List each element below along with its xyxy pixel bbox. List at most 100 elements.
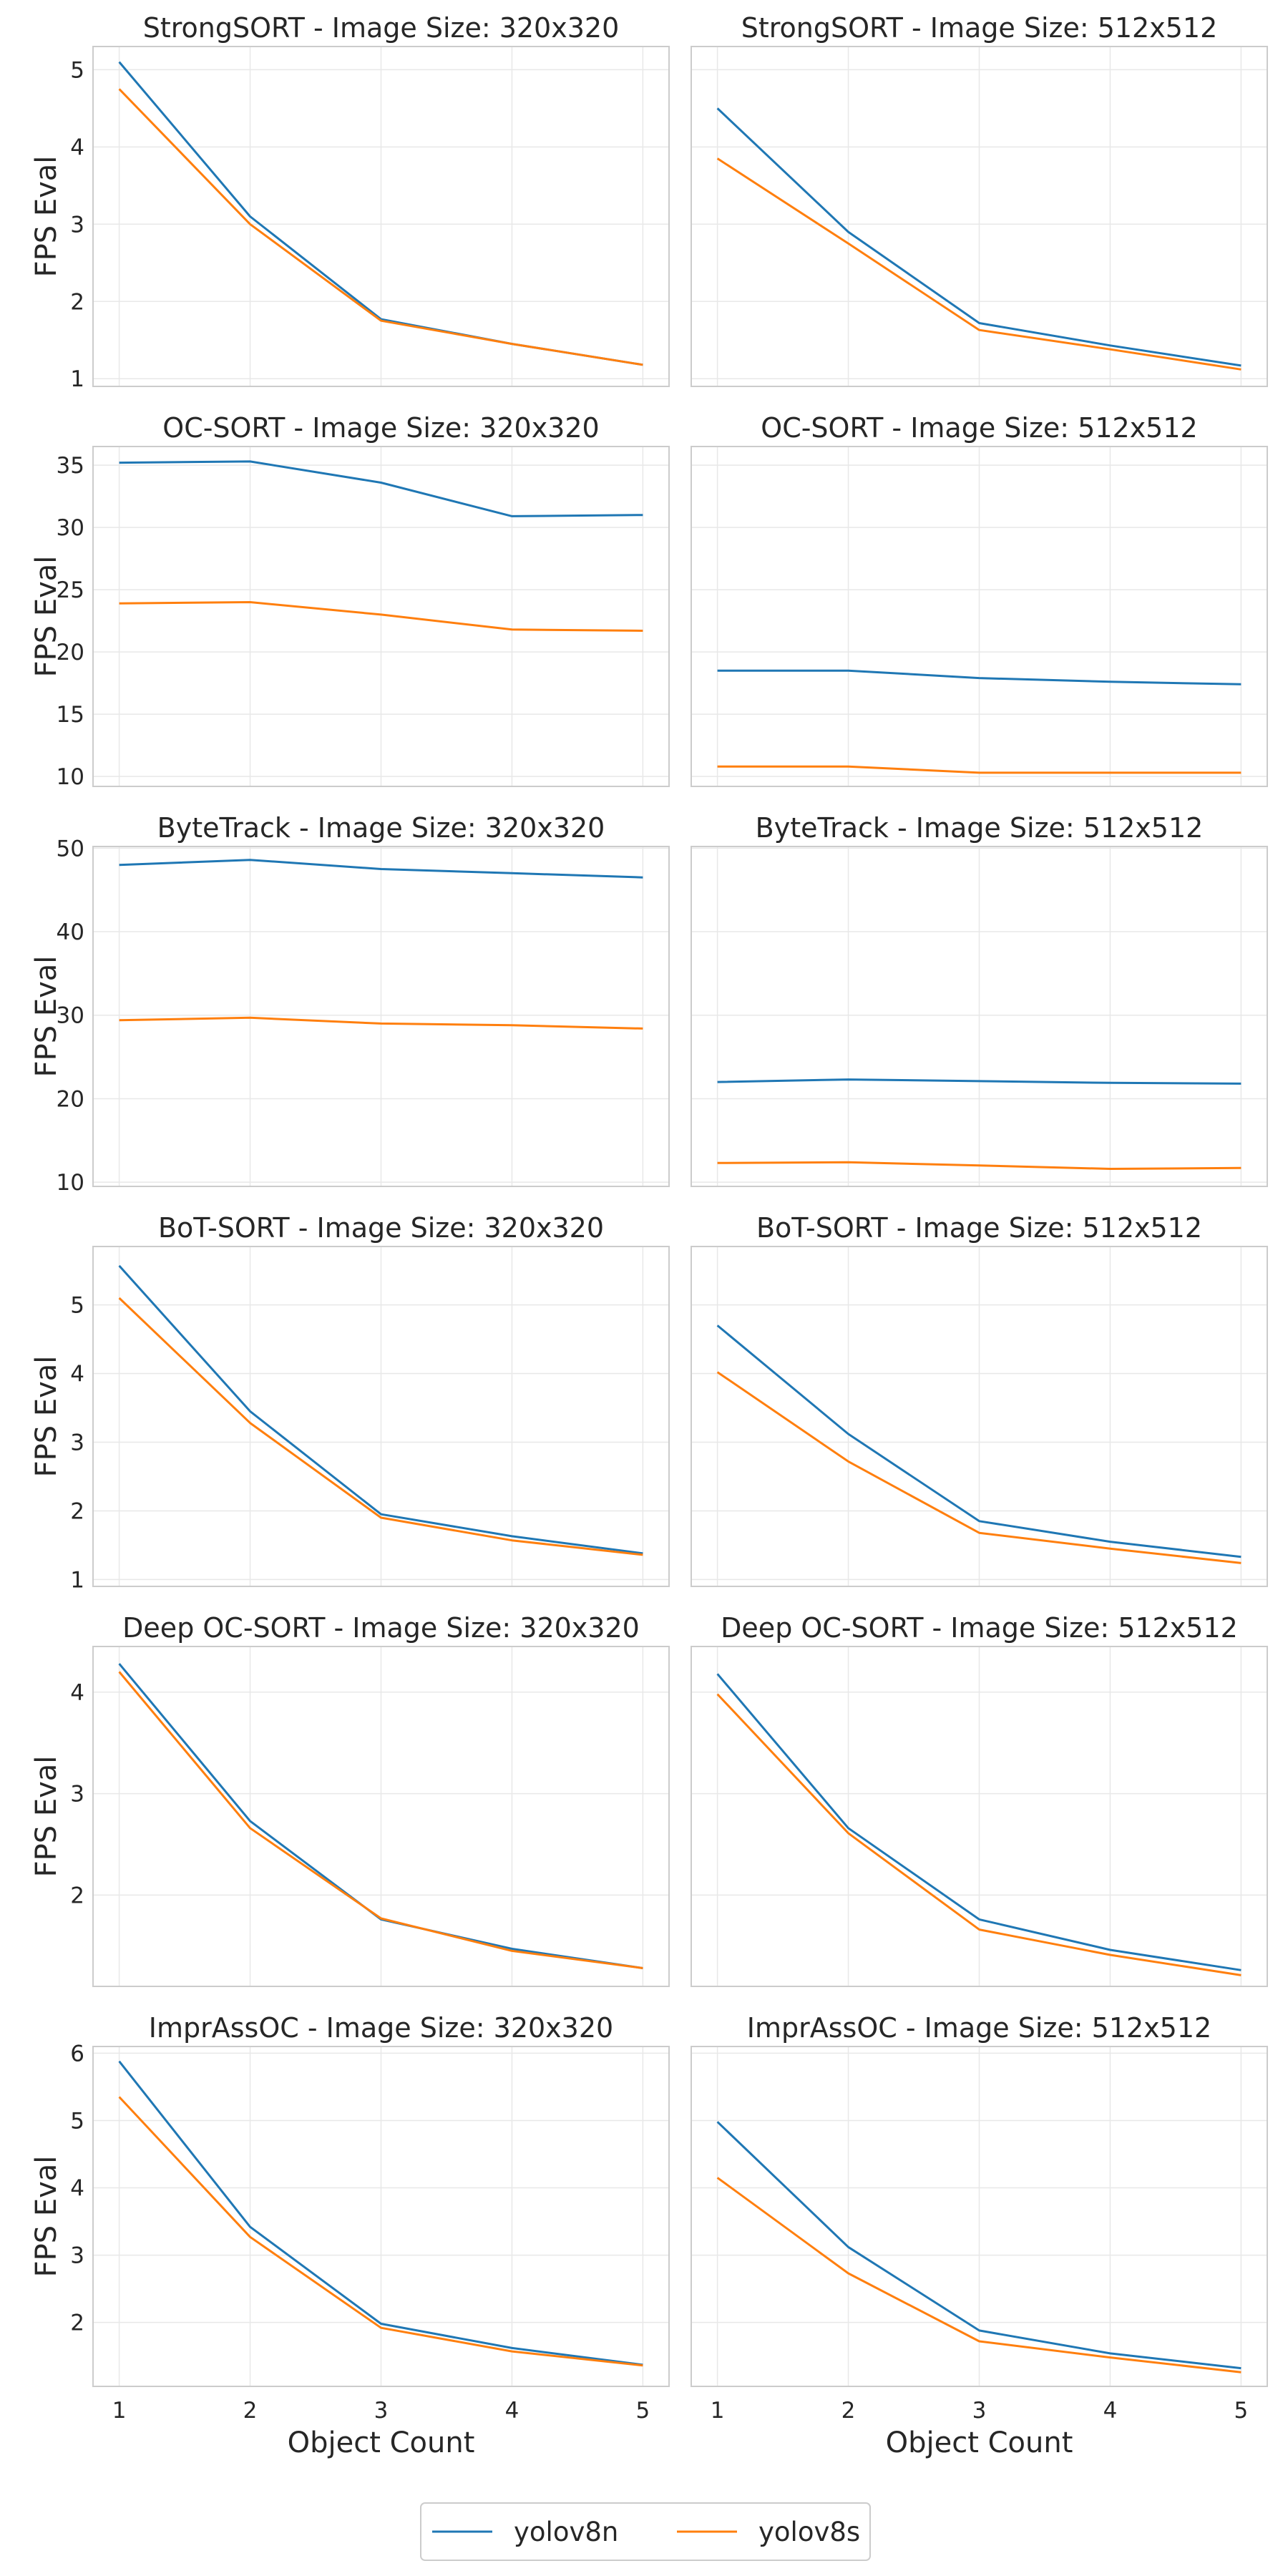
y-tick-label: 10	[57, 764, 84, 790]
plot-frame	[691, 1646, 1268, 1987]
chart-panel-imprassoc-image-size-320x320: ImprAssOC - Image Size: 320x320 2 3 4 5 6 FPS …	[30, 2012, 670, 2459]
plot-frame	[92, 1246, 670, 1587]
y-tick-label: 3	[70, 2243, 84, 2269]
series-line-yolov8s	[716, 2177, 1241, 2373]
series-line-yolov8n	[119, 859, 643, 879]
x-tick-label: 2	[243, 2398, 258, 2424]
y-axis-label: FPS Eval	[30, 2156, 63, 2278]
y-tick-label: 50	[57, 836, 84, 862]
y-tick-label: 2	[70, 1883, 84, 1908]
y-tick-label: 2	[70, 2311, 84, 2336]
series-line-yolov8n	[716, 1324, 1241, 1558]
x-tick-label: 5	[636, 2398, 650, 2424]
x-tick-label: 4	[1103, 2398, 1118, 2424]
plot-frame	[691, 1246, 1268, 1587]
series-line-yolov8s	[716, 1693, 1241, 1976]
plot-frame	[691, 846, 1268, 1187]
x-axis-label: Object Count	[288, 2426, 475, 2459]
x-tick-label: 1	[112, 2398, 127, 2424]
panel-title: ImprAssOC - Image Size: 320x320	[149, 2012, 613, 2044]
panels-grid: StrongSORT - Image Size: 320x320 1 2 3 4 5 FPS…	[30, 12, 1268, 2459]
series-line-yolov8s	[118, 1671, 643, 1969]
plot-frame	[691, 46, 1268, 387]
legend-label-yolov8n: yolov8n	[514, 2517, 618, 2547]
panel-title: OC-SORT - Image Size: 512x512	[761, 412, 1197, 444]
series-line-yolov8s	[717, 1161, 1241, 1170]
series-line-yolov8n	[717, 1078, 1241, 1085]
series-line-yolov8s	[118, 1297, 643, 1556]
legend-label-yolov8s: yolov8s	[758, 2517, 860, 2547]
chart-panel-oc-sort-image-size-512x512: OC-SORT - Image Size: 512x512	[691, 412, 1268, 787]
panel-title: ByteTrack - Image Size: 512x512	[756, 812, 1204, 844]
panel-title: OC-SORT - Image Size: 320x320	[162, 412, 599, 444]
chart-panel-oc-sort-image-size-320x320: OC-SORT - Image Size: 320x320 10 15 20 25 30 3…	[30, 412, 670, 790]
plot-frame	[92, 846, 670, 1187]
series-line-yolov8s	[716, 1371, 1241, 1564]
y-axis-label: FPS Eval	[30, 156, 63, 278]
plot-frame	[92, 46, 670, 387]
series-line-yolov8n	[119, 460, 643, 517]
series-line-yolov8n	[716, 1673, 1241, 1971]
y-tick-label: 20	[57, 640, 84, 665]
x-tick-label: 3	[972, 2398, 987, 2424]
y-tick-label: 5	[70, 57, 84, 83]
y-tick-label: 3	[70, 1430, 84, 1455]
x-tick-label: 5	[1234, 2398, 1249, 2424]
chart-panel-bot-sort-image-size-320x320: BoT-SORT - Image Size: 320x320 1 2 3 4 5 FPS E…	[30, 1212, 670, 1593]
y-tick-label: 1	[70, 366, 84, 392]
chart-panel-bot-sort-image-size-512x512: BoT-SORT - Image Size: 512x512	[691, 1212, 1268, 1587]
y-axis-label: FPS Eval	[30, 556, 63, 678]
plot-frame	[92, 446, 670, 787]
y-tick-label: 2	[70, 1498, 84, 1524]
y-axis-label: FPS Eval	[30, 1756, 63, 1878]
y-tick-label: 30	[57, 515, 84, 541]
series-line-yolov8n	[716, 2121, 1241, 2370]
x-tick-label: 3	[374, 2398, 389, 2424]
panel-title: StrongSORT - Image Size: 512x512	[741, 12, 1218, 44]
chart-panel-deep-oc-sort-image-size-512x512: Deep OC-SORT - Image Size: 512x512	[691, 1612, 1268, 1987]
y-tick-label: 4	[70, 2176, 84, 2202]
x-tick-label: 4	[505, 2398, 519, 2424]
y-tick-label: 6	[70, 2041, 84, 2067]
plot-frame	[691, 446, 1268, 787]
y-tick-label: 3	[70, 1782, 84, 1807]
panel-title: ImprAssOC - Image Size: 512x512	[747, 2012, 1211, 2044]
chart-panel-bytetrack-image-size-512x512: ByteTrack - Image Size: 512x512	[691, 812, 1268, 1187]
series-line-yolov8n	[118, 2060, 643, 2366]
y-tick-label: 2	[70, 289, 84, 315]
y-tick-label: 15	[57, 702, 84, 728]
series-line-yolov8s	[118, 2096, 643, 2367]
y-tick-label: 25	[57, 577, 84, 603]
plot-frame	[92, 1646, 670, 1987]
panel-title: ByteTrack - Image Size: 320x320	[157, 812, 605, 844]
x-axis-label: Object Count	[886, 2426, 1073, 2459]
chart-panel-strongsort-image-size-320x320: StrongSORT - Image Size: 320x320 1 2 3 4 5 FPS…	[30, 12, 670, 392]
y-tick-label: 1	[70, 1567, 84, 1593]
panel-title: Deep OC-SORT - Image Size: 512x512	[721, 1612, 1238, 1644]
plot-frame	[92, 2046, 670, 2387]
series-line-yolov8s	[118, 88, 643, 366]
legend: yolov8n yolov8s	[420, 2502, 871, 2561]
series-line-yolov8s	[717, 765, 1241, 774]
y-tick-label: 5	[70, 1293, 84, 1319]
y-axis-label: FPS Eval	[30, 1356, 63, 1478]
y-tick-label: 3	[70, 212, 84, 238]
y-tick-label: 40	[57, 919, 84, 945]
y-tick-label: 4	[70, 1680, 84, 1706]
chart-panel-imprassoc-image-size-512x512: ImprAssOC - Image Size: 512x512 1 2 3 4 5 Obje…	[691, 2012, 1268, 2459]
panel-title: BoT-SORT - Image Size: 512x512	[756, 1212, 1202, 1244]
chart-panel-strongsort-image-size-512x512: StrongSORT - Image Size: 512x512	[691, 12, 1268, 387]
legend-box	[420, 2502, 871, 2561]
x-tick-label: 1	[711, 2398, 725, 2424]
chart-panel-deep-oc-sort-image-size-320x320: Deep OC-SORT - Image Size: 320x320 2 3 4 FPS…	[30, 1612, 670, 1987]
y-tick-label: 20	[57, 1086, 84, 1112]
y-tick-label: 10	[57, 1170, 84, 1196]
plot-frame	[691, 2046, 1268, 2387]
series-line-yolov8s	[119, 601, 643, 632]
y-tick-label: 4	[70, 135, 84, 160]
x-tick-label: 2	[841, 2398, 856, 2424]
y-tick-label: 30	[57, 1003, 84, 1029]
y-axis-label: FPS Eval	[30, 956, 63, 1078]
series-line-yolov8n	[716, 107, 1241, 367]
